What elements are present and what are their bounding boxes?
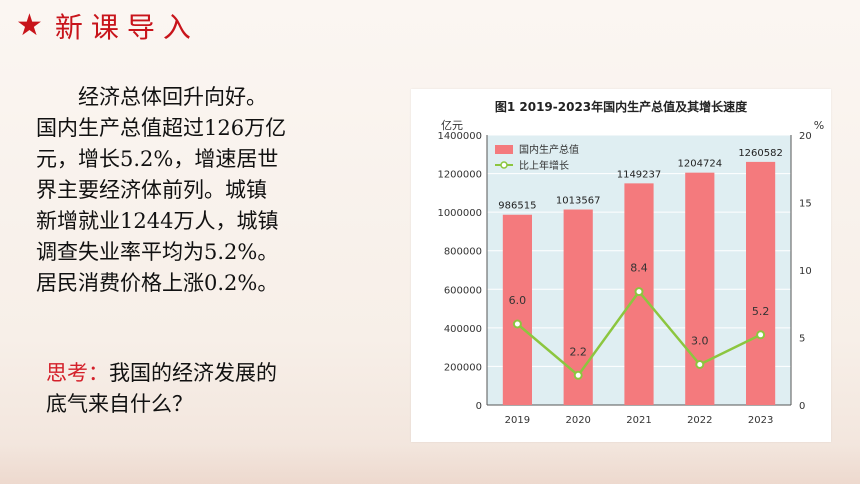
right-axis-unit: % bbox=[814, 119, 824, 132]
left-tick-label: 400000 bbox=[444, 324, 482, 335]
legend-bar-label: 国内生产总值 bbox=[519, 143, 579, 156]
paragraph-line: 国内生产总值超过126万亿 bbox=[36, 116, 287, 140]
right-tick-label: 0 bbox=[799, 401, 805, 412]
left-tick-label: 0 bbox=[476, 401, 482, 412]
gdp-bar-label: 1013567 bbox=[556, 196, 601, 207]
paragraph-line: 新增就业1244万人，城镇 bbox=[36, 209, 279, 233]
gdp-bar bbox=[746, 161, 776, 405]
legend-line-label: 比上年增长 bbox=[519, 159, 569, 172]
gdp-bar-label: 1260582 bbox=[738, 148, 783, 159]
left-tick-label: 1200000 bbox=[437, 170, 482, 181]
x-tick-label: 2019 bbox=[505, 415, 530, 426]
slide-title: 新课导入 bbox=[54, 11, 199, 44]
left-tick-label: 200000 bbox=[444, 362, 482, 373]
left-tick-label: 1000000 bbox=[437, 208, 482, 219]
right-tick-label: 15 bbox=[799, 199, 812, 210]
x-tick-label: 2023 bbox=[748, 415, 773, 426]
decorative-footer bbox=[0, 444, 860, 484]
gdp-bar-label: 1149237 bbox=[617, 169, 662, 180]
question-text-line2: 底气来自什么？ bbox=[46, 392, 193, 416]
gdp-bar-label: 986515 bbox=[498, 201, 536, 212]
x-tick-label: 2021 bbox=[626, 415, 651, 426]
paragraph-line: 元，增长5.2%，增速居世 bbox=[36, 147, 279, 171]
growth-label: 8.4 bbox=[630, 262, 648, 275]
growth-point bbox=[756, 330, 766, 340]
growth-point bbox=[512, 319, 522, 329]
star-icon: ★ bbox=[16, 8, 43, 43]
gdp-chart-figure: 图1 2019-2023年国内生产总值及其增长速度亿元% 0 200000 40000… bbox=[411, 89, 831, 442]
growth-label: 6.0 bbox=[509, 294, 527, 307]
growth-point bbox=[634, 287, 644, 297]
left-tick-label: 1400000 bbox=[437, 131, 482, 142]
legend-bar-swatch bbox=[495, 145, 513, 154]
gdp-bar bbox=[502, 214, 532, 405]
paragraph-line: 居民消费价格上涨0.2%。 bbox=[36, 271, 279, 295]
gdp-bar-label: 1204724 bbox=[678, 159, 723, 170]
paragraph-line: 经济总体回升向好。 bbox=[78, 85, 267, 109]
chart-title: 图1 2019-2023年国内生产总值及其增长速度 bbox=[495, 99, 748, 114]
growth-point bbox=[573, 370, 583, 380]
x-tick-label: 2020 bbox=[565, 415, 590, 426]
think-label: 思考： bbox=[46, 361, 109, 385]
growth-point bbox=[695, 360, 705, 369]
legend-line-marker bbox=[500, 161, 508, 169]
right-tick-label: 20 bbox=[799, 131, 812, 142]
x-tick-label: 2022 bbox=[687, 415, 712, 426]
think-question: 思考：我国的经济发展的 底气来自什么？ bbox=[46, 358, 376, 420]
growth-label: 3.0 bbox=[691, 335, 709, 348]
right-tick-label: 10 bbox=[799, 266, 812, 277]
growth-label: 5.2 bbox=[752, 305, 770, 318]
question-text: 我国的经济发展的 bbox=[109, 361, 277, 385]
paragraph-line: 界主要经济体前列。城镇 bbox=[36, 178, 267, 202]
gdp-bar bbox=[685, 172, 715, 405]
paragraph-line: 调查失业率平均为5.2%。 bbox=[36, 240, 279, 264]
right-tick-label: 5 bbox=[799, 334, 805, 345]
slide-header: ★ 新课导入 bbox=[16, 4, 199, 48]
left-tick-label: 800000 bbox=[444, 247, 482, 258]
left-axis-unit: 亿元 bbox=[441, 119, 463, 132]
body-paragraph: 经济总体回升向好。 国内生产总值超过126万亿 元，增长5.2%，增速居世 界主… bbox=[36, 82, 376, 299]
left-tick-label: 600000 bbox=[444, 285, 482, 296]
growth-label: 2.2 bbox=[569, 345, 587, 358]
